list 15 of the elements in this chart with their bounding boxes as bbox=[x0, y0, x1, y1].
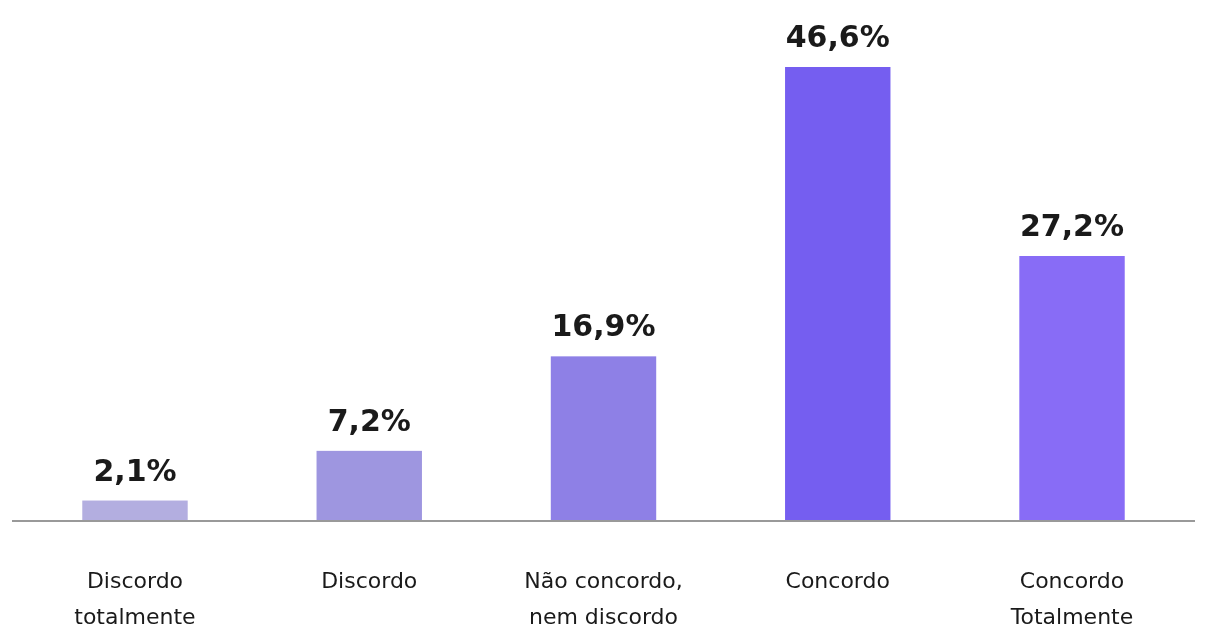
bar bbox=[785, 67, 891, 521]
x-tick-label: Não concordo, nem discordo bbox=[524, 568, 683, 629]
data-label: 27,2% bbox=[1019, 208, 1125, 243]
bar bbox=[82, 500, 188, 521]
bar bbox=[1019, 256, 1125, 521]
bar bbox=[316, 450, 422, 521]
data-label: 7,2% bbox=[327, 402, 411, 438]
bar bbox=[550, 356, 657, 521]
x-tick-label: Concordo Totalmente bbox=[1009, 568, 1134, 629]
x-tick-label: Discordo bbox=[321, 568, 418, 593]
x-tick-label: Discordo totalmente bbox=[74, 568, 196, 629]
data-label: 46,6% bbox=[785, 19, 890, 54]
data-label: 16,9% bbox=[551, 308, 656, 344]
x-tick-label: Concordo bbox=[785, 568, 890, 593]
data-label: 2,1% bbox=[93, 452, 177, 488]
